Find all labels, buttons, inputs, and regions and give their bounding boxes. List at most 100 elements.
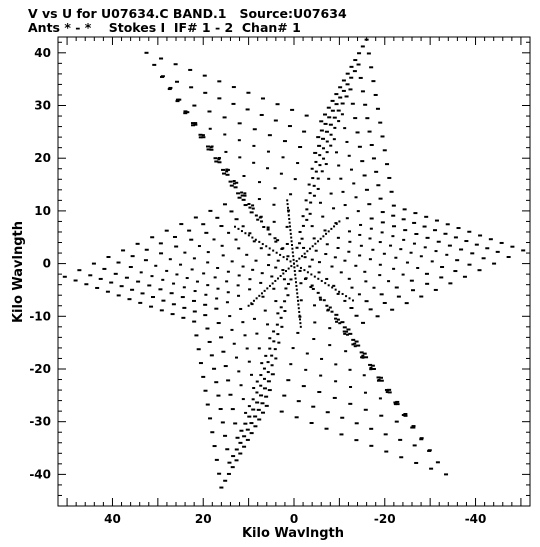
- uv-point: [459, 248, 464, 251]
- uv-point: [197, 245, 201, 248]
- uv-point: [351, 343, 355, 346]
- uv-point: [330, 227, 333, 230]
- uv-point: [259, 394, 264, 397]
- uv-point: [300, 237, 304, 240]
- uv-point: [283, 300, 287, 303]
- uv-point: [164, 229, 169, 232]
- uv-point: [324, 427, 329, 430]
- uv-point: [293, 266, 296, 269]
- uv-point: [154, 264, 158, 267]
- uv-point: [241, 321, 245, 324]
- uv-point: [181, 316, 186, 319]
- uv-point: [308, 192, 312, 195]
- uv-point: [289, 278, 293, 281]
- uv-point: [359, 351, 364, 354]
- uv-point: [88, 274, 93, 277]
- uv-point: [161, 299, 166, 302]
- uv-point: [296, 162, 300, 165]
- uv-point: [241, 225, 245, 228]
- uv-point: [221, 168, 226, 171]
- uv-point: [243, 194, 247, 197]
- uv-point: [150, 236, 155, 239]
- uv-point: [287, 210, 290, 213]
- uv-point: [382, 252, 386, 255]
- uv-point: [312, 237, 316, 240]
- uv-point: [198, 136, 203, 139]
- uv-point: [288, 225, 291, 228]
- uv-point: [347, 277, 351, 280]
- uv-point: [258, 216, 262, 219]
- uv-point: [387, 280, 391, 283]
- uv-point: [283, 310, 287, 313]
- uv-point: [324, 282, 327, 285]
- uv-point: [332, 396, 337, 399]
- uv-point: [280, 325, 284, 328]
- uv-point: [276, 277, 279, 280]
- uv-point: [313, 304, 317, 307]
- uv-point: [170, 313, 175, 316]
- uv-point: [249, 373, 253, 376]
- uv-point: [84, 283, 89, 286]
- uv-point: [375, 107, 380, 110]
- uv-point: [320, 279, 323, 282]
- uv-point: [205, 403, 210, 406]
- uv-point: [259, 384, 263, 387]
- uv-point: [239, 429, 244, 432]
- uv-point: [287, 214, 290, 217]
- uv-point: [225, 173, 230, 176]
- uv-point: [251, 268, 255, 271]
- uv-point: [341, 292, 344, 295]
- uv-point: [217, 156, 221, 159]
- uv-point: [77, 269, 82, 272]
- uv-point: [208, 127, 212, 130]
- uv-point: [290, 240, 293, 243]
- uv-point: [414, 232, 419, 235]
- uv-point: [350, 286, 354, 289]
- uv-point: [464, 240, 469, 243]
- uv-point: [330, 99, 335, 102]
- uv-point: [98, 277, 103, 280]
- uv-point: [260, 220, 264, 223]
- uv-point: [275, 251, 278, 254]
- uv-point: [254, 214, 258, 217]
- uv-point: [367, 130, 372, 133]
- uv-point: [404, 302, 409, 305]
- uv-point: [304, 114, 309, 117]
- uv-point: [267, 389, 272, 392]
- uv-point: [356, 344, 361, 347]
- uv-point: [318, 164, 322, 167]
- uv-point: [287, 209, 291, 212]
- uv-point: [345, 72, 350, 75]
- uv-point: [412, 221, 417, 224]
- uv-point: [326, 106, 331, 109]
- uv-point: [219, 336, 224, 339]
- uv-point: [209, 146, 213, 149]
- uv-point: [214, 160, 219, 163]
- uv-point: [266, 323, 270, 326]
- uv-point: [380, 135, 385, 138]
- uv-point: [361, 354, 365, 357]
- uv-point: [394, 256, 398, 259]
- uv-point: [183, 251, 187, 254]
- uv-point: [324, 163, 328, 166]
- y-tick-label: 40: [34, 46, 51, 60]
- uv-point: [443, 232, 448, 235]
- uv-point: [304, 277, 308, 280]
- uv-point: [343, 299, 347, 302]
- uv-point: [225, 168, 229, 171]
- uv-point: [353, 342, 357, 345]
- x-tick-label: 20: [195, 512, 212, 526]
- uv-point: [238, 452, 243, 455]
- uv-point: [212, 445, 217, 448]
- uv-point: [268, 347, 272, 350]
- uv-point: [342, 330, 346, 333]
- uv-point: [346, 328, 351, 331]
- uv-point: [331, 286, 334, 289]
- uv-point: [307, 183, 311, 186]
- uv-point: [252, 161, 256, 164]
- uv-point: [159, 309, 164, 312]
- uv-point: [340, 416, 345, 419]
- uv-point: [237, 122, 242, 125]
- uv-point: [371, 157, 376, 160]
- uv-point: [239, 307, 243, 310]
